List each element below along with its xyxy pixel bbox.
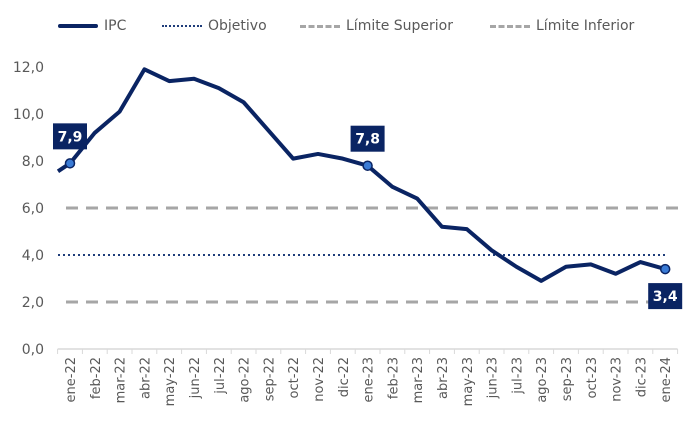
y-tick-label: 6,0 (22, 201, 44, 217)
legend-label-ipc: IPC (104, 18, 127, 34)
data-label: 3,4 (653, 289, 678, 305)
x-tick-label: abr-23 (436, 357, 451, 399)
legend-swatch-objetivo (162, 25, 202, 27)
y-tick-label: 4,0 (22, 248, 44, 264)
data-label-box (648, 283, 683, 310)
legend-item-ipc: IPC (58, 14, 126, 38)
x-tick-label: sep-22 (262, 357, 277, 401)
x-tick-label: sep-23 (560, 357, 575, 401)
x-tick-label: jun-23 (486, 357, 501, 399)
x-tick-label: mar-23 (411, 357, 426, 403)
legend-label-limite-superior: Límite Superior (346, 18, 453, 34)
x-tick-label: may-23 (461, 357, 476, 406)
y-tick-label: 8,0 (22, 154, 44, 170)
data-point-marker (64, 158, 76, 169)
legend-label-objetivo: Objetivo (208, 18, 267, 34)
legend-item-limite-inferior: Límite Inferior (490, 14, 634, 38)
x-tick-label: ene-24 (659, 357, 674, 402)
x-tick-label: dic-23 (634, 357, 649, 397)
legend-item-objetivo: Objetivo (162, 14, 267, 38)
x-tick-label: jul-23 (510, 357, 525, 395)
data-point-marker (362, 160, 373, 171)
y-tick-label: 0,0 (22, 342, 44, 358)
y-tick-label: 2,0 (22, 295, 44, 311)
chart-legend: IPC Objetivo Límite Superior Límite Infe… (0, 14, 700, 38)
x-tick-label: may-22 (163, 357, 178, 406)
y-tick-label: 10,0 (13, 107, 44, 123)
x-tick-label: oct-23 (585, 357, 600, 398)
legend-swatch-ipc (58, 24, 98, 28)
x-tick-label: ene-22 (64, 357, 79, 402)
x-tick-label: jul-22 (213, 357, 228, 395)
legend-item-limite-superior: Límite Superior (300, 14, 453, 38)
x-tick-label: dic-22 (337, 357, 352, 397)
x-tick-label: ago-23 (535, 357, 550, 403)
y-tick-label: 12,0 (13, 60, 44, 76)
x-tick-label: nov-22 (312, 357, 327, 402)
data-label-box (53, 123, 87, 150)
data-point-marker (659, 263, 671, 275)
data-label: 7,8 (355, 132, 380, 148)
x-tick-label: feb-23 (386, 357, 401, 399)
x-tick-label: oct-22 (287, 357, 302, 398)
x-tick-label: mar-22 (114, 357, 129, 403)
data-label-box (350, 125, 385, 152)
legend-swatch-limite-superior (300, 24, 340, 28)
legend-label-limite-inferior: Límite Inferior (536, 18, 635, 34)
data-label: 7,9 (58, 129, 83, 145)
x-tick-label: feb-22 (89, 357, 104, 399)
x-tick-label: ene-23 (362, 357, 377, 402)
x-tick-label: nov-23 (610, 357, 625, 402)
x-tick-label: ago-22 (238, 357, 253, 403)
x-tick-label: jun-22 (188, 357, 203, 399)
x-tick-label: abr-22 (138, 357, 153, 399)
ipc-series-line (56, 67, 666, 283)
legend-swatch-limite-inferior (490, 24, 530, 28)
